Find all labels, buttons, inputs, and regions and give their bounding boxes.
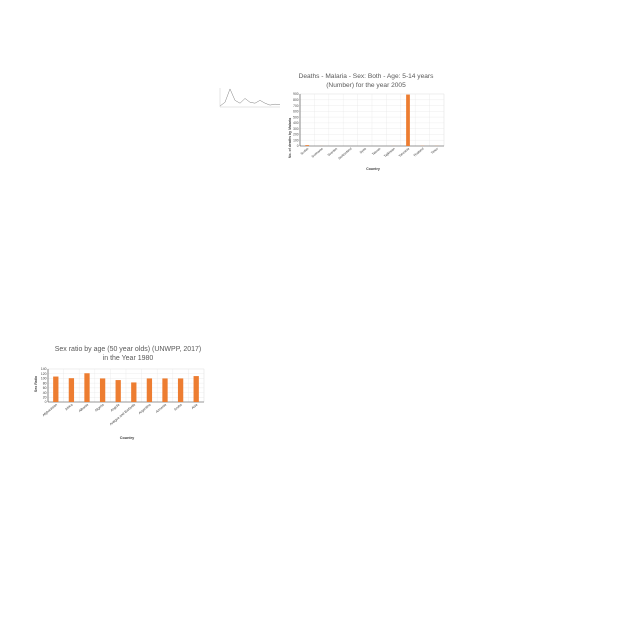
y-tick-label: 100 bbox=[41, 377, 47, 381]
y-tick-label: 140 bbox=[41, 367, 47, 371]
x-tick-label: Aruba bbox=[173, 403, 183, 412]
y-axis-label: No. of deaths by Malaria bbox=[288, 118, 292, 158]
bar bbox=[131, 382, 137, 402]
bar bbox=[68, 378, 75, 402]
x-axis-label: Country bbox=[366, 167, 380, 171]
y-tick-label: 40 bbox=[43, 391, 47, 395]
bar bbox=[84, 373, 90, 402]
chart-sex-ratio: Sex ratio by age (50 year olds) (UNWPP, … bbox=[32, 343, 208, 443]
y-tick-label: 80 bbox=[43, 381, 47, 385]
x-tick-label: Afghanistan bbox=[42, 403, 58, 418]
y-tick-label: 60 bbox=[43, 386, 47, 390]
chart-malaria-deaths: Deaths - Malaria - Sex: Both - Age: 5-14… bbox=[282, 70, 450, 174]
bar bbox=[162, 378, 168, 402]
x-tick-label: Sudan bbox=[300, 147, 310, 156]
chart-subtitle: (Number) for the year 2005 bbox=[326, 82, 406, 89]
chart-title: Sex ratio by age (50 year olds) (UNWPP, … bbox=[55, 346, 202, 353]
y-tick-label: 0 bbox=[297, 144, 299, 148]
x-tick-label: Algeria bbox=[94, 403, 105, 413]
x-tick-label: Syria bbox=[359, 147, 367, 155]
x-tick-label: Armenia bbox=[155, 403, 167, 414]
sexratio-bar-chart-svg: Sex ratio by age (50 year olds) (UNWPP, … bbox=[34, 346, 205, 440]
chart-thumbnail-line bbox=[200, 76, 284, 126]
bar bbox=[177, 378, 184, 402]
x-tick-label: Sweden bbox=[327, 147, 339, 158]
bar bbox=[53, 376, 59, 402]
y-tick-label: 500 bbox=[293, 115, 299, 119]
bar bbox=[193, 376, 199, 402]
chart-title: Deaths - Malaria - Sex: Both - Age: 5-14… bbox=[299, 73, 435, 80]
x-tick-label: Angola bbox=[110, 403, 121, 413]
chart-subtitle: in the Year 1980 bbox=[103, 355, 154, 362]
y-tick-label: 600 bbox=[293, 110, 299, 114]
y-tick-label: 300 bbox=[293, 127, 299, 131]
bar bbox=[146, 378, 153, 402]
y-tick-label: 0 bbox=[45, 400, 47, 404]
y-tick-label: 200 bbox=[293, 133, 299, 137]
line-chart-svg bbox=[219, 88, 281, 108]
x-tick-label: Taiwan bbox=[371, 147, 381, 157]
y-tick-label: 700 bbox=[293, 104, 299, 108]
y-tick-label: 20 bbox=[43, 395, 47, 399]
y-tick-label: 400 bbox=[293, 121, 299, 125]
x-tick-label: Switzerland bbox=[337, 147, 352, 161]
y-tick-label: 100 bbox=[293, 138, 299, 142]
y-tick-label: 900 bbox=[293, 92, 299, 96]
x-tick-label: Africa bbox=[64, 403, 73, 412]
x-tick-label: Suriname bbox=[311, 147, 324, 159]
y-tick-label: 800 bbox=[293, 98, 299, 102]
x-tick-label: Argentina bbox=[138, 403, 152, 415]
x-tick-label: Albania bbox=[78, 403, 89, 413]
bar bbox=[115, 380, 121, 402]
x-tick-label: Asia bbox=[191, 403, 199, 410]
y-axis-label: Sex Ratio bbox=[34, 375, 38, 392]
x-tick-label: Tanzania bbox=[398, 147, 411, 158]
malaria-bar-chart-svg: Deaths - Malaria - Sex: Both - Age: 5-14… bbox=[288, 73, 445, 171]
x-tick-label: Timor bbox=[430, 146, 439, 155]
bar bbox=[305, 145, 310, 146]
x-axis-label: Country bbox=[120, 436, 135, 440]
x-tick-label: Tajikistan bbox=[383, 147, 396, 159]
x-tick-label: Thailand bbox=[413, 147, 425, 158]
bar bbox=[99, 378, 106, 402]
series-line bbox=[219, 88, 281, 107]
bar bbox=[406, 94, 410, 146]
y-tick-label: 120 bbox=[41, 372, 47, 376]
